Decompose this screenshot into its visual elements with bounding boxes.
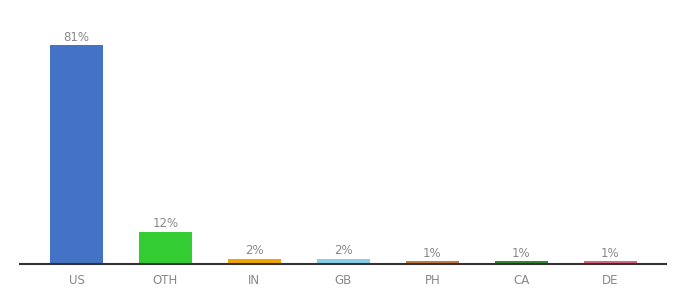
- Text: 12%: 12%: [152, 217, 179, 230]
- Bar: [317, 259, 370, 264]
- Text: 2%: 2%: [245, 244, 264, 257]
- Text: 1%: 1%: [512, 247, 530, 260]
- Text: 81%: 81%: [63, 31, 90, 44]
- Bar: [406, 261, 459, 264]
- Bar: [228, 259, 281, 264]
- Text: 2%: 2%: [334, 244, 353, 257]
- Bar: [50, 45, 103, 264]
- Bar: [139, 232, 192, 264]
- Bar: [583, 261, 637, 264]
- Bar: [494, 261, 548, 264]
- Text: 1%: 1%: [601, 247, 619, 260]
- Text: 1%: 1%: [423, 247, 442, 260]
